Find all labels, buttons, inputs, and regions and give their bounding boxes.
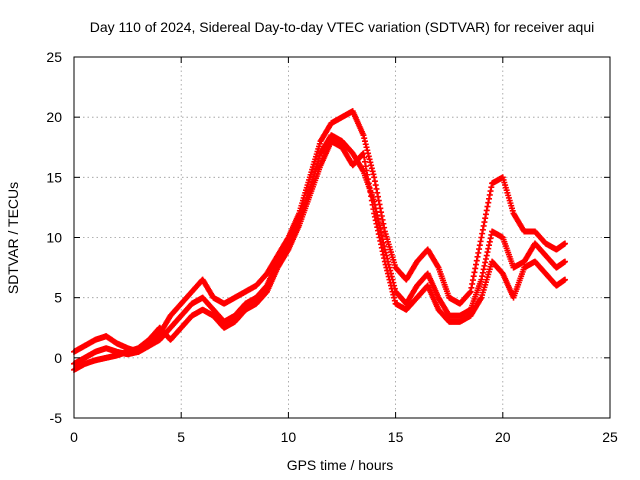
axis-ticks: 0 5 10 15 20 25 -5 0 5 10 15 20 25	[46, 49, 618, 445]
chart-title: Day 110 of 2024, Sidereal Day-to-day VTE…	[90, 19, 594, 35]
x-tick-label: 10	[281, 429, 297, 445]
y-tick-label: 10	[46, 230, 62, 246]
data-point	[561, 240, 568, 247]
y-tick-label: 25	[46, 49, 62, 65]
x-tick-label: 20	[495, 429, 511, 445]
x-tick-label: 15	[388, 429, 404, 445]
x-tick-label: 0	[70, 429, 78, 445]
data-point	[561, 276, 568, 283]
x-axis-label: GPS time / hours	[287, 457, 394, 473]
y-tick-label: 20	[46, 109, 62, 125]
x-tick-label: 25	[602, 429, 618, 445]
data-point	[561, 258, 568, 265]
y-tick-label: -5	[50, 410, 63, 426]
y-tick-label: 5	[54, 290, 62, 306]
series-track-3	[71, 138, 568, 373]
y-axis-label: SDTVAR / TECUs	[5, 182, 21, 294]
y-tick-label: 0	[54, 350, 62, 366]
x-tick-label: 5	[177, 429, 185, 445]
data-points	[71, 108, 568, 373]
y-tick-label: 15	[46, 169, 62, 185]
